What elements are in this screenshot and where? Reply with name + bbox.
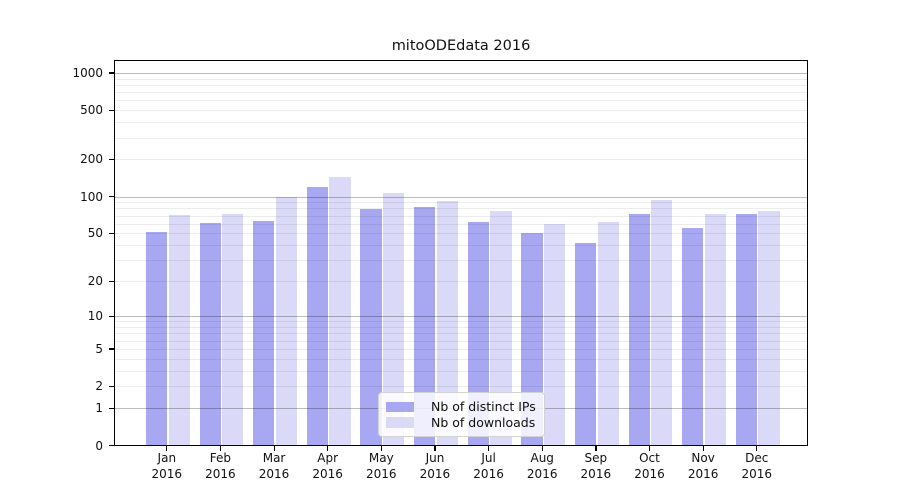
bar-downloads-sep	[597, 221, 619, 445]
gridline-70	[115, 215, 807, 217]
x-tick-mark-dec	[756, 445, 758, 451]
x-tick-mark-may	[380, 445, 382, 451]
legend-item-distinct-ips: Nb of distinct IPs	[386, 399, 544, 415]
bar-distinct-ips-may	[360, 209, 382, 445]
x-tick-label-mar: Mar 2016	[258, 451, 290, 481]
bar-distinct-ips-nov	[682, 227, 704, 445]
bar-distinct-ips-sep	[574, 243, 597, 445]
bar-distinct-ips-aug	[521, 232, 543, 445]
bar-distinct-ips-feb	[199, 223, 221, 445]
y-tick-label-10: 10	[87, 309, 103, 324]
y-tick-mark-20	[109, 280, 114, 282]
legend-swatch-downloads	[386, 417, 414, 428]
gridline-500	[115, 110, 807, 112]
x-tick-label-feb: Feb 2016	[205, 451, 236, 481]
gridline-600	[115, 100, 807, 102]
gridline-800	[115, 84, 807, 86]
bar-downloads-oct	[651, 199, 673, 445]
bar-downloads-aug	[543, 224, 566, 445]
x-tick-mark-aug	[541, 445, 543, 451]
bar-downloads-jan	[168, 215, 190, 445]
y-tick-mark-1	[109, 407, 114, 409]
legend: Nb of distinct IPs Nb of downloads	[378, 392, 545, 437]
gridline-200	[115, 159, 807, 161]
gridline-90	[115, 202, 807, 204]
y-tick-mark-10	[109, 315, 114, 317]
x-tick-label-aug: Aug 2016	[526, 451, 558, 481]
y-tick-label-20: 20	[87, 274, 103, 289]
x-tick-mark-apr	[327, 445, 329, 451]
gridline-400	[115, 122, 807, 124]
bar-downloads-jun	[436, 200, 458, 445]
x-tick-label-may: May 2016	[366, 451, 397, 481]
bar-downloads-mar	[275, 196, 298, 445]
bar-distinct-ips-jan	[145, 231, 168, 445]
bar-downloads-jul	[490, 210, 512, 445]
legend-label-downloads: Nb of downloads	[431, 414, 536, 430]
y-tick-label-1000: 1000	[72, 65, 103, 80]
x-tick-label-oct: Oct 2016	[634, 451, 665, 481]
y-tick-mark-0	[109, 445, 114, 447]
bar-downloads-nov	[704, 213, 727, 445]
y-tick-label-50: 50	[87, 226, 103, 241]
chart-title: mitoODEdata 2016	[391, 38, 531, 54]
gridline-80	[115, 208, 807, 210]
x-tick-label-jun: Jun 2016	[419, 451, 451, 481]
y-tick-label-2: 2	[95, 379, 103, 394]
legend-label-distinct-ips: Nb of distinct IPs	[431, 399, 536, 415]
y-tick-mark-2	[109, 385, 114, 387]
bar-distinct-ips-oct	[628, 213, 650, 445]
gridline-700	[115, 92, 807, 94]
gridline-900	[115, 78, 807, 80]
y-tick-mark-1000	[109, 72, 114, 74]
legend-swatch-distinct-ips	[386, 401, 414, 412]
y-tick-label-200: 200	[80, 152, 103, 167]
bar-distinct-ips-mar	[253, 220, 275, 445]
bar-downloads-apr	[329, 176, 351, 445]
x-tick-label-sep: Sep 2016	[580, 451, 612, 481]
x-tick-label-apr: Apr 2016	[312, 451, 343, 481]
x-tick-label-dec: Dec 2016	[741, 451, 772, 481]
bar-downloads-feb	[222, 213, 244, 445]
y-tick-label-1: 1	[95, 401, 103, 416]
gridline-1000	[115, 72, 807, 74]
x-tick-mark-jul	[488, 445, 490, 451]
x-tick-mark-feb	[219, 445, 222, 451]
x-tick-label-jan: Jan 2016	[151, 451, 183, 481]
bar-distinct-ips-apr	[306, 186, 329, 445]
x-tick-mark-mar	[273, 445, 275, 451]
x-tick-label-nov: Nov 2016	[687, 451, 719, 481]
x-tick-mark-jan	[166, 445, 168, 451]
x-tick-mark-nov	[702, 445, 704, 451]
y-tick-label-500: 500	[80, 103, 103, 118]
bar-distinct-ips-jun	[414, 206, 436, 445]
bar-distinct-ips-dec	[735, 213, 758, 445]
x-tick-label-jul: Jul 2016	[473, 451, 504, 481]
y-tick-mark-100	[109, 196, 114, 198]
gridline-300	[115, 137, 807, 139]
y-tick-mark-5	[109, 348, 114, 350]
x-tick-mark-jun	[434, 445, 436, 451]
bar-downloads-dec	[758, 210, 780, 445]
y-tick-label-100: 100	[80, 189, 103, 204]
bar-downloads-may	[383, 192, 405, 445]
legend-item-downloads: Nb of downloads	[386, 415, 544, 431]
y-tick-mark-50	[109, 232, 114, 235]
x-tick-mark-sep	[595, 445, 597, 451]
gridline-100	[115, 196, 807, 198]
x-tick-mark-oct	[648, 445, 651, 451]
y-tick-mark-500	[109, 109, 114, 111]
bar-distinct-ips-jul	[467, 221, 489, 445]
y-tick-label-5: 5	[95, 341, 103, 356]
y-tick-mark-200	[109, 158, 114, 161]
plot-area	[114, 59, 808, 446]
y-tick-label-0: 0	[95, 438, 103, 453]
